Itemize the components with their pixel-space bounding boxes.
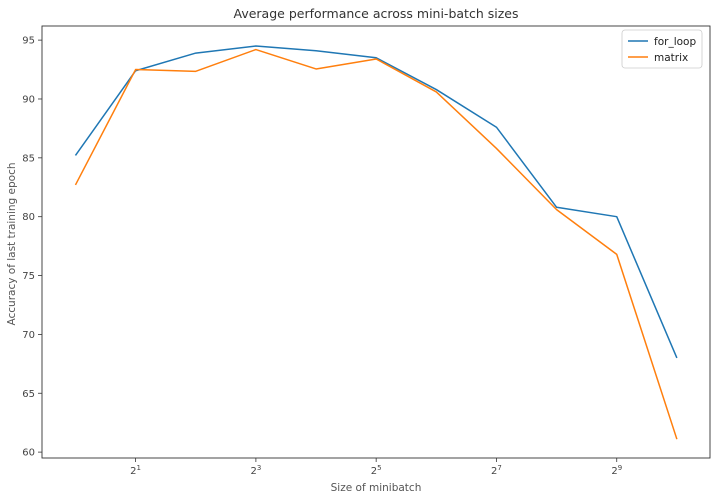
y-tick-label: 70: [22, 330, 35, 341]
plot-area-border: [41, 25, 711, 459]
x-tick-label: 21: [130, 464, 141, 477]
x-tick-label: 29: [611, 464, 622, 477]
y-axis-ticks: 60 65 70 75 80 85 90 95: [22, 36, 42, 459]
x-tick-label: 23: [250, 464, 261, 477]
legend-label: for_loop: [654, 36, 696, 48]
legend-label: matrix: [654, 52, 688, 64]
y-tick-label: 60: [22, 448, 35, 459]
plot-frame: [41, 25, 711, 459]
y-axis-label: Accuracy of last training epoch: [6, 162, 18, 325]
series-line-for-loop: [74, 45, 678, 359]
y-tick-label: 65: [22, 389, 35, 400]
series-line-matrix: [74, 48, 678, 440]
y-tick-label: 90: [22, 94, 35, 105]
y-tick-label: 85: [22, 153, 35, 164]
x-axis-ticks: 21 23 25 27 29: [130, 458, 622, 477]
x-axis-label: Size of minibatch: [331, 482, 422, 494]
x-tick-label: 27: [491, 464, 502, 477]
y-tick-label: 95: [22, 36, 35, 47]
chart-title: Average performance across mini-batch si…: [234, 6, 519, 21]
legend-box: [621, 29, 703, 69]
y-tick-label: 75: [22, 271, 35, 282]
x-tick-label: 25: [371, 464, 382, 477]
y-tick-label: 80: [22, 212, 35, 223]
series-lines: [74, 45, 678, 440]
